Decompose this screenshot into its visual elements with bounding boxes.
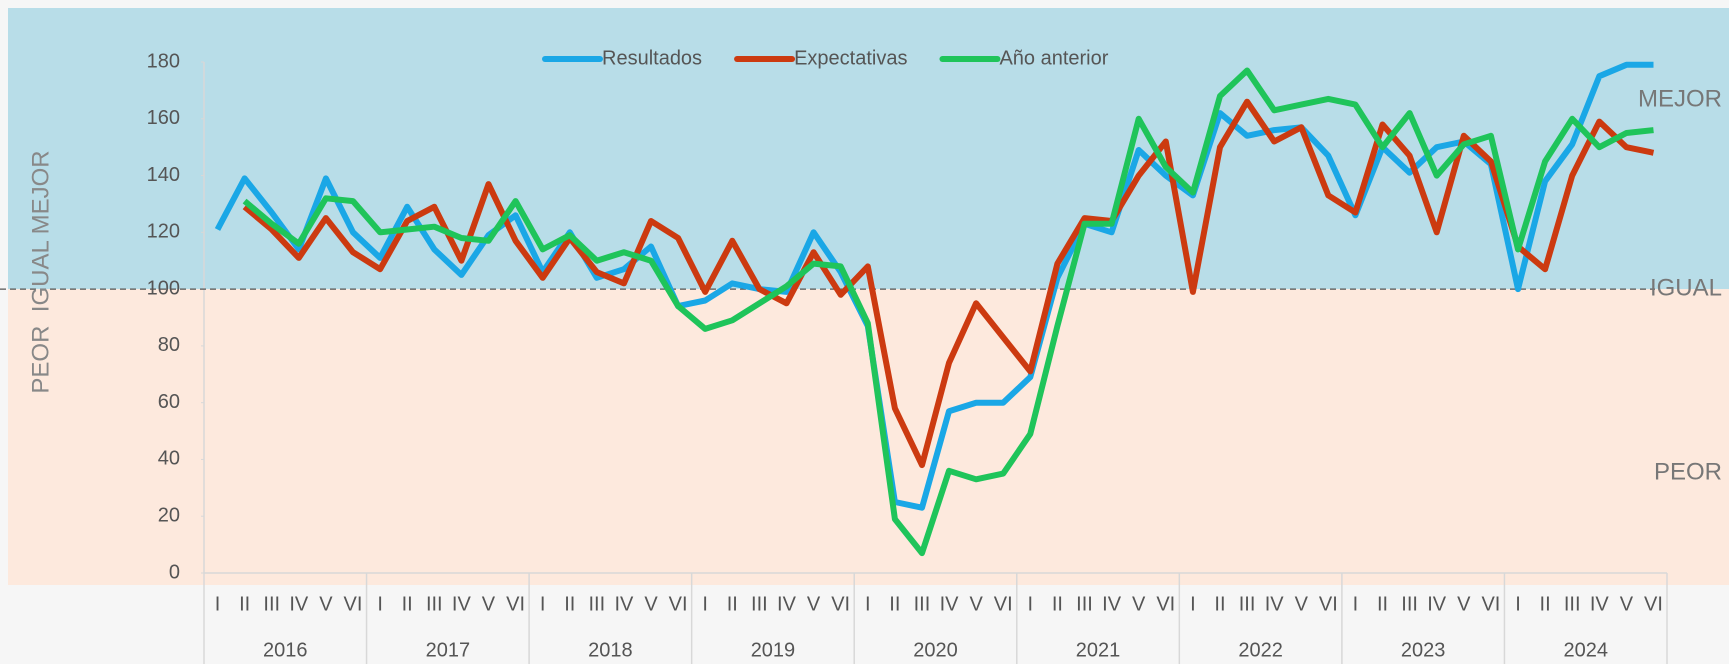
y-tick-label: 20 (158, 505, 180, 527)
x-group-label: 2017 (426, 639, 471, 661)
x-tick-label: IV (1427, 593, 1447, 615)
x-tick-label: II (239, 593, 250, 615)
x-tick-label: II (1052, 593, 1063, 615)
x-tick-label: VI (831, 593, 850, 615)
x-tick-label: III (914, 593, 931, 615)
x-group-label: 2023 (1401, 639, 1446, 661)
x-tick-label: VI (1319, 593, 1338, 615)
x-group-label: 2020 (913, 639, 958, 661)
x-tick-label: IV (289, 593, 309, 615)
x-tick-label: II (1214, 593, 1225, 615)
x-tick-label: VI (669, 593, 688, 615)
x-tick-label: IV (1265, 593, 1285, 615)
x-group-label: 2016 (263, 639, 308, 661)
x-tick-label: III (1076, 593, 1093, 615)
x-tick-label: V (1132, 593, 1146, 615)
x-tick-label: III (1401, 593, 1418, 615)
x-tick-label: V (1620, 593, 1634, 615)
y-tick-label: 180 (147, 50, 180, 72)
x-tick-label: I (702, 593, 708, 615)
zone-label: MEJOR (1638, 85, 1722, 112)
x-tick-label: V (319, 593, 333, 615)
y-tick-label: 120 (147, 221, 180, 243)
x-tick-label: I (1028, 593, 1034, 615)
x-tick-label: V (1295, 593, 1309, 615)
x-tick-label: IV (614, 593, 634, 615)
y-tick-label: 80 (158, 334, 180, 356)
x-group-label: 2018 (588, 639, 633, 661)
x-tick-label: IV (1590, 593, 1610, 615)
x-group-label: 2021 (1076, 639, 1121, 661)
y-tick-label: 100 (147, 277, 180, 299)
x-tick-label: VI (344, 593, 363, 615)
y-tick-label: 60 (158, 391, 180, 413)
x-tick-label: VI (1644, 593, 1663, 615)
zone-label: IGUAL (1650, 274, 1722, 301)
series-line (242, 98, 1655, 469)
x-tick-label: III (426, 593, 443, 615)
x-tick-label: I (1515, 593, 1521, 615)
series-line (242, 67, 1654, 557)
x-tick-label: V (969, 593, 983, 615)
x-tick-label: VI (506, 593, 525, 615)
x-tick-label: V (644, 593, 658, 615)
x-tick-label: III (589, 593, 606, 615)
x-tick-label: V (1457, 593, 1471, 615)
x-group-label: 2022 (1238, 639, 1283, 661)
x-tick-label: VI (1156, 593, 1175, 615)
x-group-label: 2019 (751, 639, 796, 661)
x-tick-label: I (377, 593, 383, 615)
y-tick-label: 0 (169, 561, 180, 583)
x-tick-label: II (564, 593, 575, 615)
x-tick-label: I (215, 593, 221, 615)
x-tick-label: IV (777, 593, 797, 615)
legend-label: Expectativas (794, 47, 907, 69)
x-tick-label: III (1564, 593, 1581, 615)
x-tick-label: II (1377, 593, 1388, 615)
x-tick-label: III (263, 593, 280, 615)
x-tick-label: III (1239, 593, 1256, 615)
legend-label: Año anterior (999, 47, 1108, 69)
x-group-label: 2024 (1563, 639, 1608, 661)
x-tick-label: I (865, 593, 871, 615)
x-tick-label: VI (1481, 593, 1500, 615)
zone-label: PEOR (1654, 458, 1722, 485)
y-axis-title: PEOR IGUAL MEJOR (27, 150, 54, 393)
y-tick-label: 160 (147, 107, 180, 129)
x-tick-label: VI (994, 593, 1013, 615)
x-tick-label: I (540, 593, 546, 615)
x-tick-label: II (727, 593, 738, 615)
x-tick-label: III (751, 593, 768, 615)
x-tick-label: IV (1102, 593, 1122, 615)
legend-label: Resultados (602, 47, 702, 69)
x-tick-label: IV (940, 593, 960, 615)
x-tick-label: I (1190, 593, 1196, 615)
y-tick-label: 40 (158, 448, 180, 470)
x-tick-label: II (889, 593, 900, 615)
x-tick-label: V (482, 593, 496, 615)
x-tick-label: II (402, 593, 413, 615)
x-tick-label: V (807, 593, 821, 615)
x-tick-label: II (1540, 593, 1551, 615)
x-tick-label: I (1353, 593, 1359, 615)
x-tick-label: IV (452, 593, 472, 615)
y-tick-label: 140 (147, 164, 180, 186)
